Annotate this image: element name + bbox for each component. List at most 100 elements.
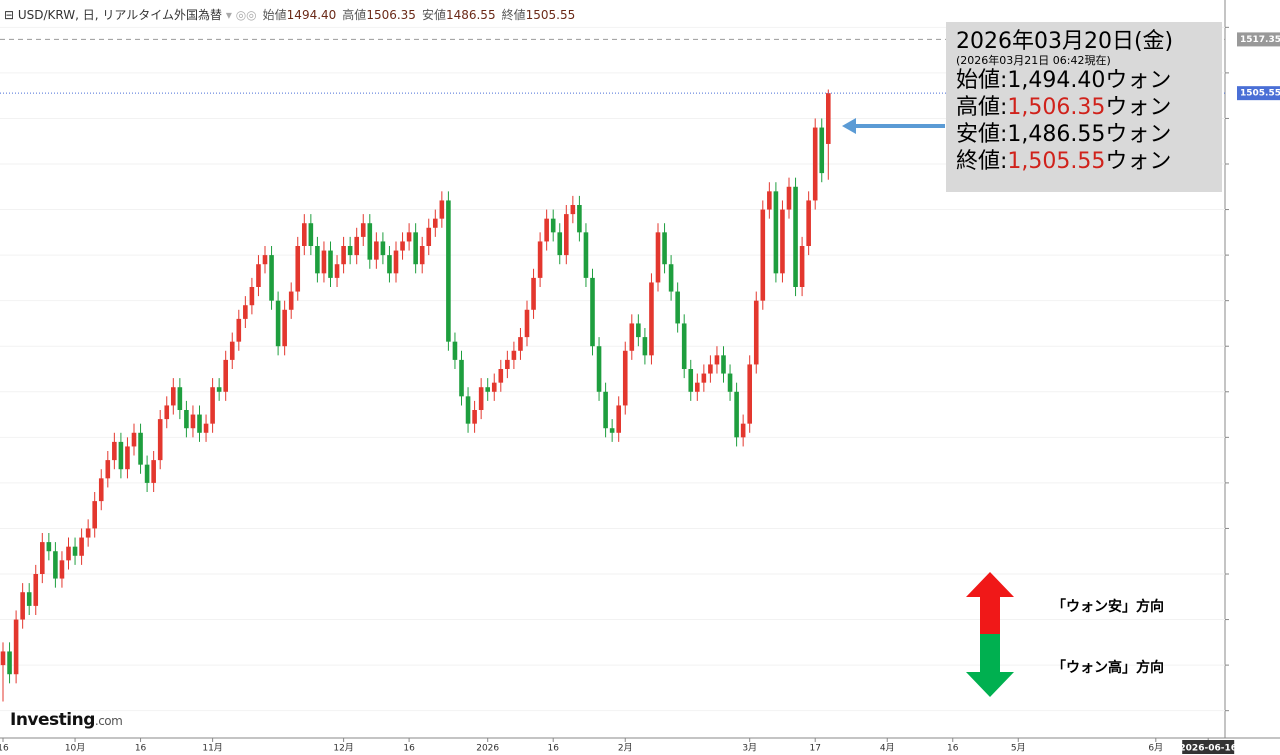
candle-body [544, 218, 549, 242]
candle-body [236, 318, 242, 342]
brand-suffix: .com [94, 714, 123, 728]
candle-body [681, 323, 687, 369]
candle-body [315, 246, 320, 274]
candle-body [433, 218, 438, 228]
stat-value: 1486.55 [445, 8, 496, 22]
candle-body [79, 537, 84, 556]
row-unit: ウォン [1105, 68, 1172, 93]
price-badge-label: 1505.55 [1240, 89, 1280, 99]
stat-value: 1506.35 [366, 8, 416, 22]
candle-body [118, 441, 124, 470]
candle-body [760, 209, 766, 301]
candle-body [374, 241, 379, 260]
candle-body [295, 246, 301, 292]
candle-body [393, 250, 399, 274]
candle-body [400, 241, 405, 251]
candle-body [472, 410, 477, 424]
candle-body [26, 592, 32, 606]
candle-body [20, 592, 25, 620]
candle-body [210, 387, 215, 424]
candle-body [688, 369, 694, 392]
stat-value: 1494.40 [286, 8, 337, 22]
annotation-row: 始値:1,494.40ウォン [956, 67, 1222, 94]
candle-body [570, 205, 576, 215]
candle-body [655, 232, 661, 283]
stat-value: 1505.55 [525, 8, 576, 22]
candle-body [419, 246, 425, 265]
candle-body [511, 350, 517, 360]
candle-body [799, 246, 805, 287]
price-badge-label: 1517.35 [1240, 35, 1280, 45]
candle-body [197, 414, 202, 433]
candle-body [498, 369, 504, 383]
price-annotation: 2026年03月20日(金) (2026年03月21日 06:42現在) 始値:… [946, 22, 1222, 192]
candle-body [577, 205, 582, 233]
candle-body [354, 236, 359, 256]
pointer-arrow-head [842, 118, 856, 134]
plot-area [0, 26, 1225, 712]
candle-body [609, 428, 615, 433]
candle-body [190, 414, 196, 429]
candle-body [53, 551, 58, 579]
x-tick-label: 6月 [1148, 743, 1163, 754]
candle-body [66, 546, 71, 561]
x-badge [1182, 740, 1235, 754]
candle-body [406, 232, 412, 242]
candle-body [13, 619, 19, 675]
candle-body [459, 359, 464, 397]
candle-body [184, 410, 189, 429]
candle-body [616, 405, 621, 433]
candle-body [622, 350, 628, 406]
x-tick-label: 10月 [65, 743, 85, 754]
candle-body [98, 478, 104, 502]
x-tick-label: 5月 [1011, 743, 1026, 754]
candle-body [636, 323, 641, 338]
annotation-row: 安値:1,486.55ウォン [956, 121, 1222, 148]
x-tick-label: 2026 [476, 744, 499, 754]
candle-body [328, 250, 333, 278]
instrument: USD/KRW, 日, リアルタイム外国為替 [17, 8, 223, 22]
candle-body [321, 250, 327, 274]
annotation-rows: 始値:1,494.40ウォン 高値:1,506.35ウォン 安値:1,486.55ウ… [956, 67, 1222, 175]
row-value: 1,506.35 [1007, 95, 1106, 120]
stat-label: 安値 [421, 8, 446, 22]
x-tick-label: 2月 [618, 743, 633, 754]
candle-body [308, 223, 314, 246]
candle-body [452, 341, 458, 360]
candle-body [505, 359, 510, 369]
row-value: 1,494.40 [1007, 68, 1106, 93]
candle-body [85, 528, 91, 538]
up-arrow [966, 572, 1014, 634]
candle-body [714, 355, 720, 365]
header: ⊟ USD/KRW, 日, リアルタイム外国為替 ▾ ◎◎ 始値1494.40 高値… [4, 8, 576, 22]
candle-body [426, 227, 432, 246]
candle-body [649, 282, 654, 356]
candle-body [564, 214, 569, 256]
x-tick-label: 16 [403, 744, 415, 754]
x-tick-label: 16 [135, 744, 147, 754]
candle-body [485, 387, 490, 392]
candle-body [33, 574, 39, 606]
candle-body [531, 277, 536, 310]
row-label: 安値: [956, 122, 1008, 147]
candle-body [360, 223, 366, 237]
candle-body [708, 364, 713, 374]
candle-body [753, 300, 759, 365]
row-unit: ウォン [1105, 122, 1172, 147]
candle-body [767, 191, 772, 210]
candle-body [603, 391, 608, 429]
candle-body [773, 191, 779, 274]
candle-body [806, 200, 811, 246]
candle-body [46, 542, 52, 552]
candle-body [675, 291, 680, 324]
x-tick-label: 4月 [880, 743, 895, 754]
x-tick-label: 11月 [202, 743, 222, 754]
candle-body [229, 341, 235, 360]
candle-body [550, 218, 556, 233]
candle-body [203, 423, 209, 433]
candle-body [701, 373, 707, 383]
header-stats: 始値1494.40 高値1506.35 安値1486.55 終値1505.55 [257, 8, 576, 22]
x-tick-label: 3月 [742, 743, 757, 754]
price-badge [1237, 86, 1280, 101]
